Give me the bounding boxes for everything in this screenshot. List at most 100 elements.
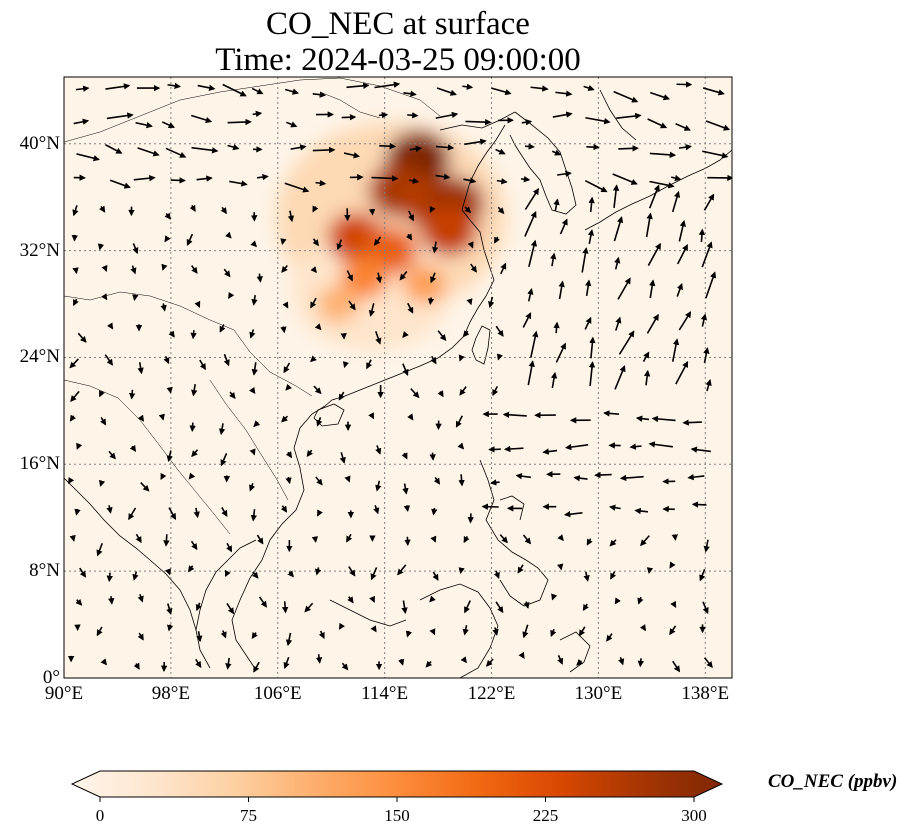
wind-arrow [553, 198, 560, 212]
wind-arrow [132, 243, 139, 255]
wind-arrow [701, 241, 713, 268]
wind-arrow [318, 630, 325, 640]
coastline-taiwan [471, 325, 491, 365]
wind-arrow [72, 298, 79, 307]
wind-arrow [135, 533, 142, 544]
colorbar-tick-label: 225 [532, 806, 559, 825]
wind-arrow [524, 143, 535, 150]
wind-arrow [106, 505, 113, 514]
wind-arrow [286, 121, 298, 128]
wind-arrow [379, 143, 397, 150]
wind-arrow [432, 571, 439, 581]
wind-arrow [427, 297, 435, 306]
wind-arrow [343, 152, 361, 159]
wind-arrow [470, 263, 477, 273]
wind-arrow [576, 659, 584, 666]
wind-arrow [402, 363, 409, 376]
wind-arrow [405, 233, 413, 241]
coastlines [64, 89, 732, 678]
lon-tick-label: 98°E [151, 683, 190, 704]
lat-tick-label: 0° [42, 667, 60, 688]
wind-arrow [346, 270, 353, 282]
wind-arrow [542, 448, 558, 455]
wind-arrow [283, 362, 291, 374]
wind-arrow [647, 242, 661, 266]
wind-arrow [585, 279, 592, 296]
wind-arrow [312, 238, 319, 247]
wind-arrow [617, 277, 631, 300]
wind-arrow [226, 602, 235, 615]
wind-arrow [650, 91, 670, 101]
wind-arrow [106, 572, 113, 583]
wind-arrow [165, 147, 187, 158]
wind-arrow [314, 323, 322, 331]
wind-arrow [310, 355, 317, 363]
wind-arrow [166, 603, 173, 615]
wind-arrow [310, 297, 317, 309]
wind-arrow [133, 662, 140, 670]
wind-arrow [251, 631, 258, 640]
wind-arrow [646, 567, 654, 574]
wind-arrow [682, 419, 702, 426]
wind-arrow [76, 442, 83, 450]
wind-arrow [702, 87, 725, 96]
wind-arrow [515, 472, 531, 480]
wind-arrow [488, 296, 495, 308]
coastline-borneo [329, 583, 499, 678]
wind-arrow [366, 359, 373, 370]
wind-arrow [497, 206, 505, 215]
wind-arrow [462, 83, 474, 90]
wind-arrow [373, 504, 380, 515]
wind-arrow [671, 190, 681, 213]
wind-arrow [499, 534, 508, 544]
wind-arrow [558, 280, 565, 300]
wind-arrow [191, 383, 198, 397]
wind-arrow [79, 567, 87, 578]
wind-arrow [287, 570, 294, 578]
wind-arrow [493, 236, 500, 244]
wind-arrow [310, 266, 317, 274]
wind-arrow [100, 416, 107, 426]
wind-arrow [128, 389, 136, 400]
wind-arrow [249, 386, 256, 395]
plume-cell [420, 205, 478, 257]
wind-arrow [251, 295, 258, 306]
wind-arrow [407, 302, 414, 314]
wind-arrow [140, 481, 150, 492]
wind-arrow [132, 571, 139, 581]
wind-arrow [128, 507, 137, 521]
wind-arrow [108, 596, 115, 605]
wind-arrow [251, 87, 264, 95]
wind-arrow [164, 235, 171, 243]
wind-arrow [430, 272, 437, 284]
wind-arrow [550, 252, 557, 267]
wind-arrow [226, 542, 233, 553]
wind-arrow [612, 184, 620, 208]
lon-tick-label: 90°E [44, 683, 84, 704]
wind-arrow [161, 121, 176, 129]
wind-arrow [648, 184, 660, 209]
wind-arrow [221, 507, 228, 517]
wind-arrow [687, 473, 705, 481]
wind-arrow [699, 568, 706, 582]
wind-arrow [496, 178, 508, 185]
wind-arrow [619, 474, 644, 482]
colorbar-tick-label: 300 [681, 806, 707, 825]
wind-arrow [485, 658, 494, 667]
wind-arrow [283, 656, 290, 669]
wind-arrow [196, 175, 213, 182]
wind-arrow [167, 82, 181, 89]
wind-arrow [495, 325, 504, 337]
wind-arrow [530, 85, 549, 92]
wind-arrow [522, 624, 529, 639]
wind-arrow [490, 479, 500, 486]
wind-arrow [69, 358, 79, 369]
wind-arrow [493, 570, 500, 579]
wind-arrow [191, 114, 213, 124]
chart-title: CO_NEC at surface [266, 6, 530, 42]
wind-arrow [430, 355, 437, 365]
wind-arrow [573, 475, 588, 482]
wind-arrow [285, 476, 292, 485]
wind-arrow [191, 449, 199, 458]
wind-arrow [462, 330, 470, 338]
